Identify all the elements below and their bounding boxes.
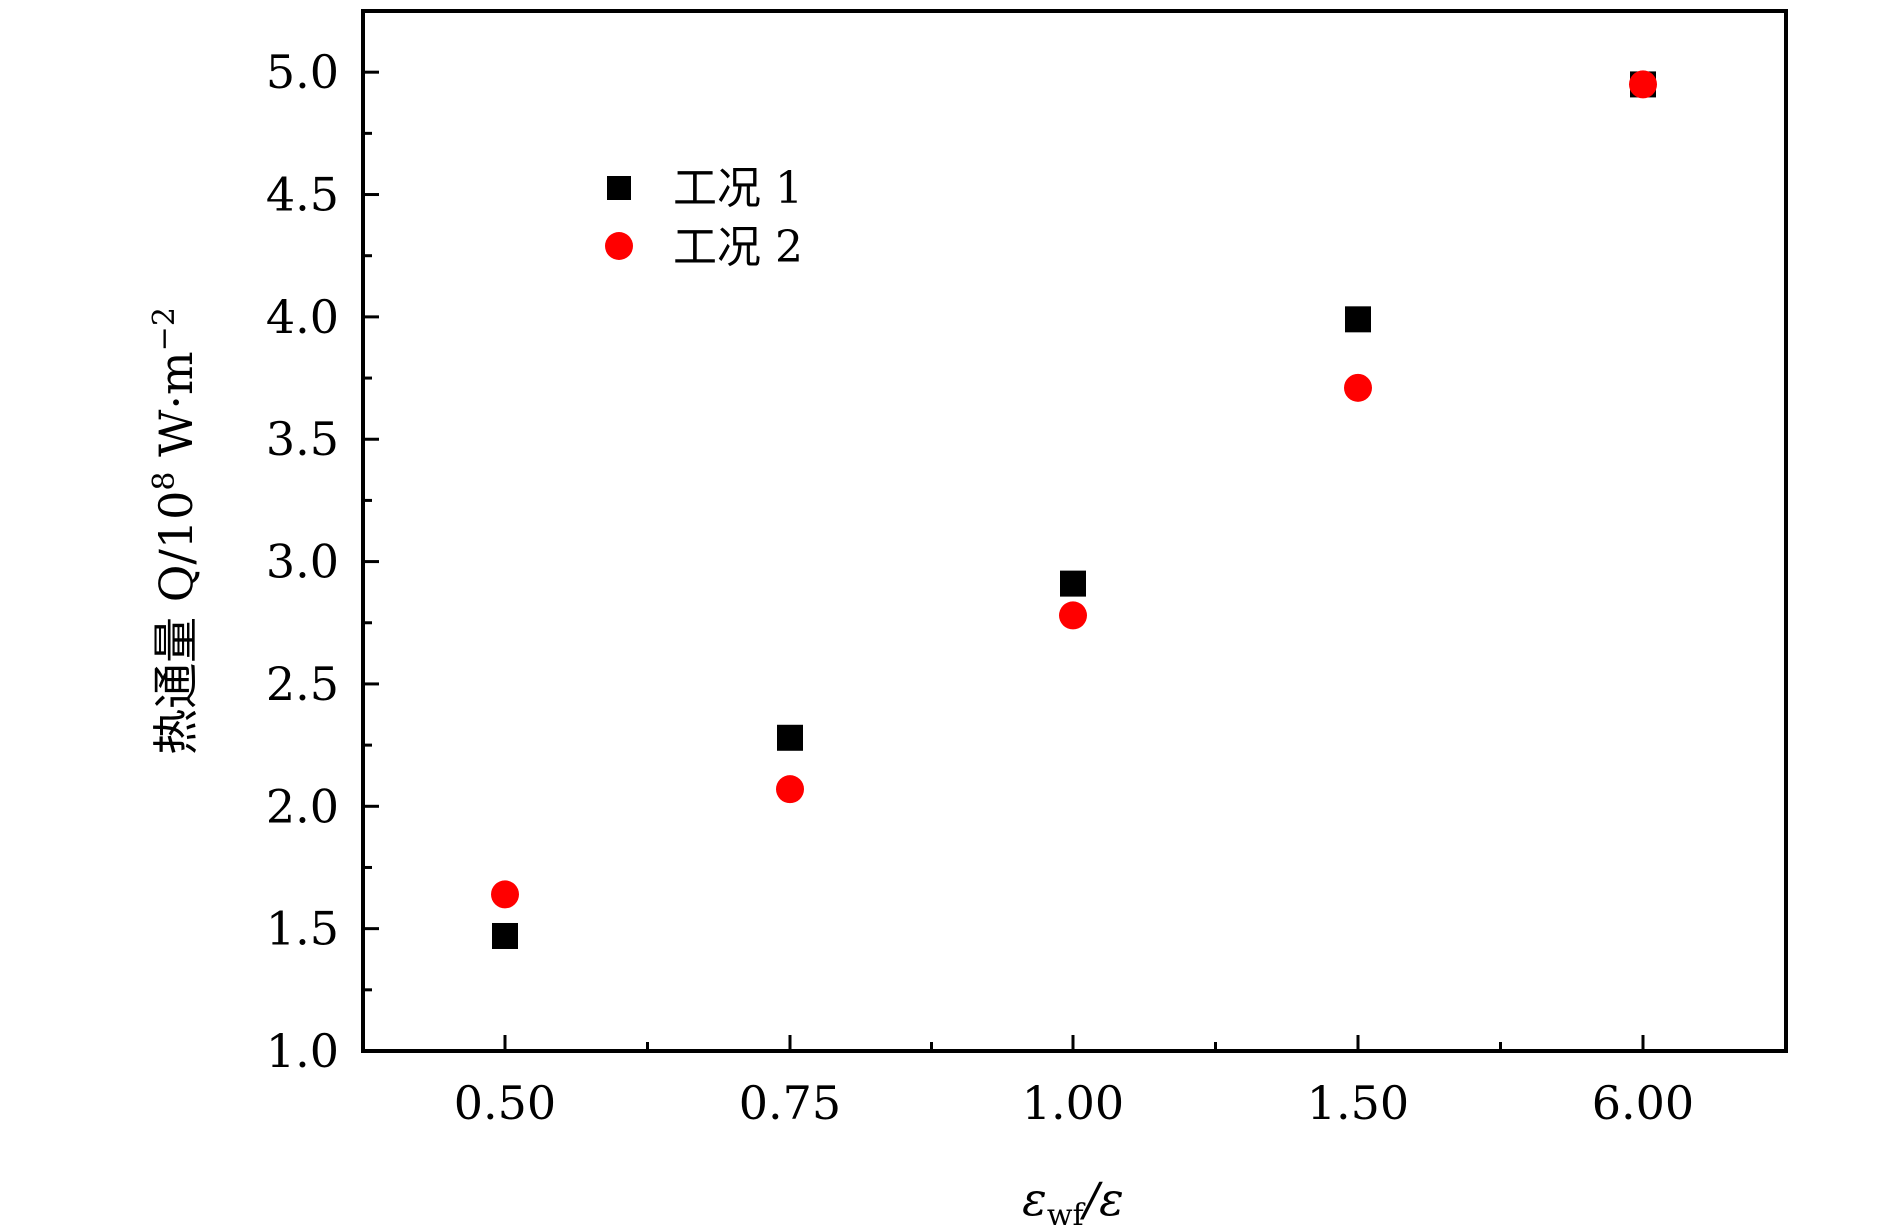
legend-marker-series-2 [605, 232, 633, 260]
y-tick-label: 1.0 [266, 1024, 339, 1078]
legend: 工况 1 工况 2 [605, 163, 803, 273]
x-tick-label: 0.50 [454, 1076, 556, 1130]
y-ticks: 1.0 1.5 2.0 2.5 3.0 3.5 4.0 4.5 5.0 [266, 9, 379, 1078]
series-2-point [1629, 70, 1657, 99]
series-1-point [777, 724, 803, 751]
x-tick-label: 1.50 [1307, 1076, 1409, 1130]
series-2-point [1344, 373, 1372, 402]
series-2-point [491, 880, 519, 909]
y-tick-label: 2.5 [266, 657, 339, 711]
series-1-point [1345, 306, 1371, 333]
y-tick-label: 3.5 [266, 412, 339, 466]
y-tick-label: 4.0 [266, 290, 339, 344]
plot-frame [361, 9, 1788, 1053]
y-tick-label: 3.0 [266, 535, 339, 589]
x-ticks: 0.50 0.75 1.00 1.50 6.00 [454, 1035, 1694, 1130]
y-axis-label: 热通量 Q/108 W·m−2 [147, 307, 203, 755]
series-2-point [1059, 601, 1087, 630]
series-1-point [492, 922, 518, 949]
x-tick-label: 0.75 [739, 1076, 841, 1130]
legend-label-series-1: 工况 1 [673, 163, 803, 214]
series-2-point [776, 775, 804, 804]
y-tick-label: 5.0 [266, 45, 339, 99]
x-tick-label: 1.00 [1022, 1076, 1124, 1130]
legend-marker-series-1 [607, 176, 631, 200]
y-tick-label: 4.5 [266, 168, 339, 222]
series-1-point [1060, 570, 1086, 597]
data-markers [491, 70, 1657, 949]
x-tick-label: 6.00 [1592, 1076, 1694, 1130]
y-tick-label: 2.0 [266, 779, 339, 833]
legend-label-series-2: 工况 2 [673, 222, 803, 273]
y-tick-label: 1.5 [266, 902, 339, 956]
x-axis-label: εwf/ε [1022, 1172, 1124, 1229]
